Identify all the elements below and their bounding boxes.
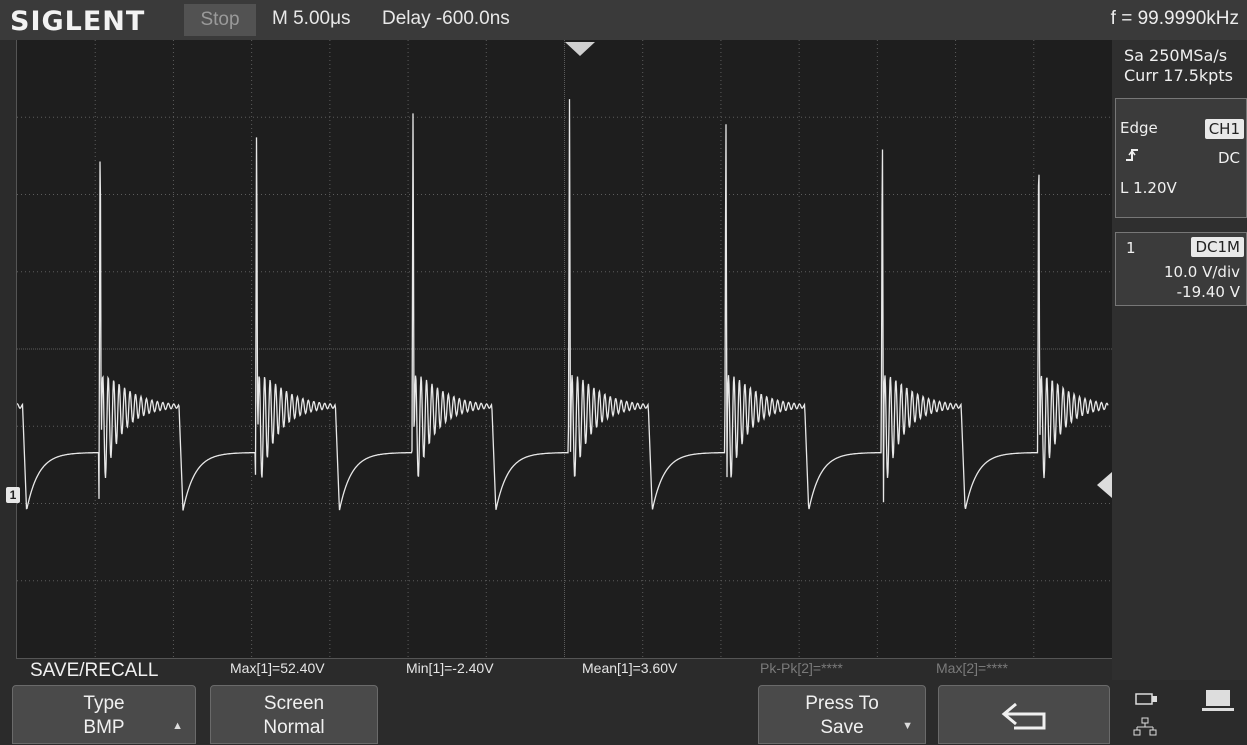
channel-marker-label: 1 <box>9 488 17 502</box>
channel-1-panel[interactable]: 1 DC1M 10.0 V/div -19.40 V <box>1115 232 1247 306</box>
measurement-max-1: Max[1]=52.40V <box>230 660 325 676</box>
waveform-svg <box>16 40 1112 658</box>
channel-1-trace <box>16 99 1109 511</box>
measurement-pkpk-2: Pk-Pk[2]=**** <box>760 660 843 676</box>
measurement-min-1: Min[1]=-2.40V <box>406 660 494 676</box>
trigger-level-marker <box>1097 472 1112 498</box>
arrow-up-icon: ▲ <box>172 720 183 732</box>
channel-scale: 10.0 V/div <box>1163 263 1240 281</box>
usb-icon <box>1135 693 1157 705</box>
timebase-readout[interactable]: M 5.00μs <box>272 8 351 29</box>
menu-title: SAVE/RECALL <box>30 660 159 681</box>
channel-coupling: DC1M <box>1191 237 1244 257</box>
trigger-coupling: DC <box>1217 149 1240 167</box>
rising-edge-icon <box>1124 147 1140 167</box>
softkey-return[interactable] <box>938 685 1110 744</box>
sample-rate: Sa 250MSa/s <box>1124 46 1228 65</box>
graticule <box>17 40 1112 658</box>
softkey-press-to-save[interactable]: Press To Save ▼ <box>758 685 926 744</box>
run-stop-indicator[interactable]: Stop <box>184 4 256 36</box>
arrow-down-icon: ▼ <box>902 720 913 732</box>
return-arrow-icon <box>1001 702 1046 730</box>
softkey-screen[interactable]: Screen Normal <box>210 685 378 744</box>
status-icons <box>1130 688 1240 745</box>
trigger-level: L 1.20V <box>1120 179 1177 197</box>
trigger-panel[interactable]: Edge CH1 DC L 1.20V <box>1115 98 1247 218</box>
channel-1-ground-marker[interactable]: 1 <box>6 487 20 503</box>
trigger-type: Edge <box>1120 119 1158 137</box>
softkey-type[interactable]: Type BMP ▲ <box>12 685 196 744</box>
softkey-screen-value: Normal <box>263 717 325 738</box>
measurement-max-2: Max[2]=**** <box>936 660 1008 676</box>
trigger-source: CH1 <box>1204 119 1244 139</box>
acquisition-info: Sa 250MSa/s Curr 17.5kpts <box>1124 46 1233 86</box>
softkey-type-value: BMP <box>83 717 125 738</box>
brand-logo: SIGLENT <box>10 6 146 37</box>
delay-readout[interactable]: Delay -600.0ns <box>382 8 510 29</box>
softkey-save-value: Save <box>820 717 864 738</box>
measurement-mean-1: Mean[1]=3.60V <box>582 660 678 676</box>
trigger-position-marker <box>565 42 595 56</box>
computer-icon <box>1202 690 1234 711</box>
channel-offset: -19.40 V <box>1176 283 1240 301</box>
channel-number: 1 <box>1126 239 1136 257</box>
frequency-counter: f = 99.9990kHz <box>1110 8 1239 29</box>
waveform-display[interactable] <box>16 40 1112 659</box>
network-icon <box>1133 717 1157 736</box>
softkey-screen-label: Screen <box>263 693 325 714</box>
softkey-save-label: Press To <box>805 693 879 714</box>
current-points: Curr 17.5kpts <box>1124 66 1233 85</box>
softkey-type-label: Type <box>83 693 125 714</box>
top-status-bar: SIGLENT Stop M 5.00μs Delay -600.0ns f =… <box>0 0 1247 40</box>
